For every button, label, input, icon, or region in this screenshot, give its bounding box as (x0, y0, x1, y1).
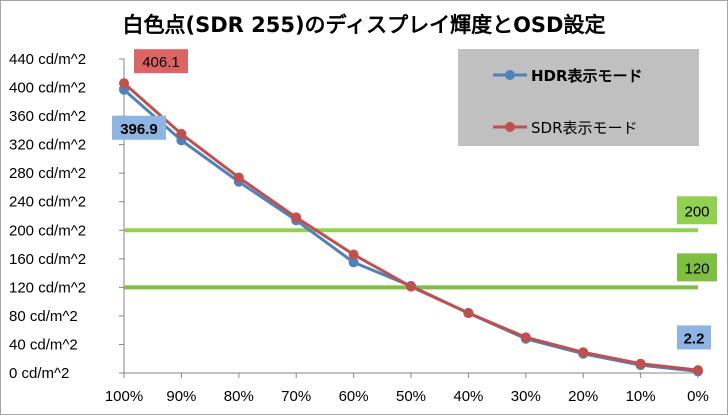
x-tick-label: 50% (396, 388, 426, 405)
y-axis-ticks: 0 cd/m^2 40 cd/m^2 80 cd/m^2 120 cd/m^2 160 … (9, 51, 124, 382)
series-layer (119, 78, 703, 377)
callout-box-396-9 (112, 115, 166, 140)
y-tick-label: 80 cd/m^2 (9, 308, 78, 325)
series-sdr-point (693, 365, 703, 376)
series-hdr-point (348, 257, 359, 268)
legend-marker-sdr (505, 122, 515, 132)
y-tick-label: 240 cd/m^2 (9, 194, 86, 211)
data-callouts: 406.1 396.9 2.2 (112, 49, 711, 350)
reference-lines: 200 120 (124, 196, 717, 290)
series-sdr-point (176, 128, 187, 139)
y-tick-label: 400 cd/m^2 (9, 80, 86, 97)
x-tick-label: 0% (687, 388, 709, 405)
x-tick-label: 90% (166, 388, 196, 405)
series-sdr (119, 78, 703, 376)
legend: HDR表示モード SDR表示モード (493, 67, 643, 137)
legend-box (458, 49, 699, 146)
callout-label-396-9: 396.9 (120, 121, 158, 138)
x-tick-label: 70% (281, 388, 311, 405)
reference-label-box-120 (677, 253, 717, 282)
legend-marker-hdr (505, 70, 515, 80)
reference-label-120: 120 (684, 260, 709, 277)
chart-title: 白色点(SDR 255)のディスプレイ輝度とOSD設定 (122, 13, 605, 37)
series-sdr-point (635, 358, 646, 369)
callout-box-2-2 (677, 325, 711, 350)
x-tick-label: 60% (339, 388, 369, 405)
series-sdr-point (520, 332, 531, 343)
y-tick-label: 360 cd/m^2 (9, 108, 86, 125)
y-tick-label: 440 cd/m^2 (9, 51, 86, 68)
x-axis-ticks: 100% 90% 80% 70% 60% 50% 40% 30% 20% 10% 0% (105, 373, 709, 405)
y-tick-label: 40 cd/m^2 (9, 336, 78, 353)
y-tick-label: 160 cd/m^2 (9, 251, 86, 268)
legend-label-hdr: HDR表示モード (531, 67, 643, 85)
y-tick-label: 120 cd/m^2 (9, 279, 86, 296)
reference-label-box-200 (677, 196, 717, 225)
y-tick-label: 320 cd/m^2 (9, 137, 86, 154)
callout-box-406-1 (134, 49, 188, 74)
series-sdr-point (463, 308, 474, 319)
y-tick-label: 280 cd/m^2 (9, 165, 86, 182)
reference-label-200: 200 (684, 203, 709, 220)
callout-label-406-1: 406.1 (142, 54, 180, 71)
x-tick-label: 100% (105, 388, 143, 405)
x-tick-label: 80% (224, 388, 254, 405)
y-tick-label: 200 cd/m^2 (9, 222, 86, 239)
series-sdr-point (406, 281, 416, 292)
x-tick-label: 10% (626, 388, 656, 405)
legend-label-sdr: SDR表示モード (531, 119, 638, 137)
x-tick-label: 20% (568, 388, 598, 405)
series-sdr-point (578, 347, 589, 358)
series-sdr-point (291, 212, 302, 223)
y-tick-label: 0 cd/m^2 (9, 365, 69, 382)
series-sdr-point (233, 172, 244, 183)
series-sdr-point (348, 249, 359, 260)
callout-label-2-2: 2.2 (684, 330, 705, 347)
x-tick-label: 30% (511, 388, 541, 405)
x-tick-label: 40% (453, 388, 483, 405)
series-sdr-point (119, 78, 129, 89)
